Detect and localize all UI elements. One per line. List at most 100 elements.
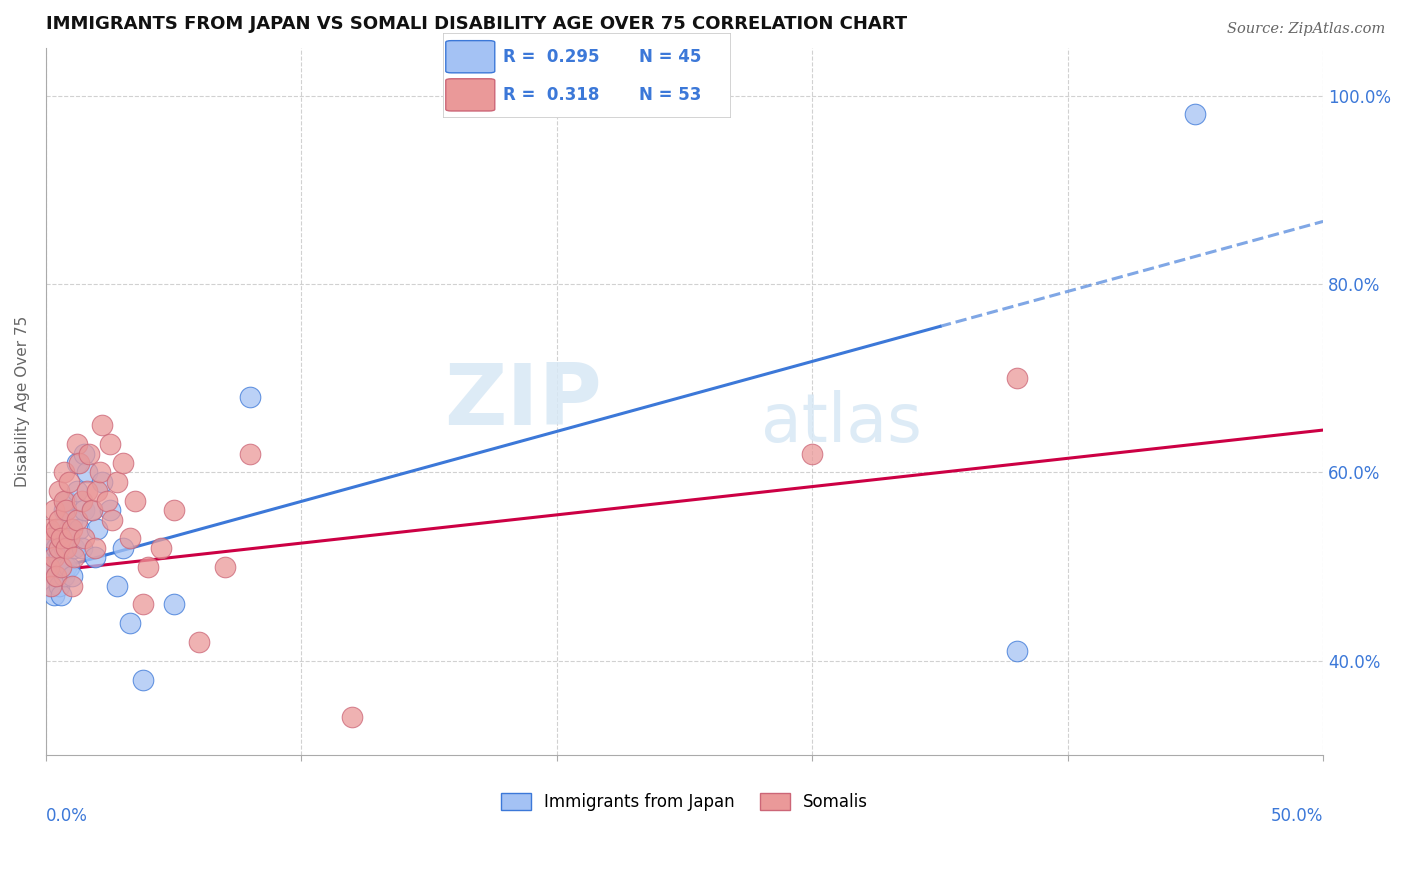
Point bbox=[39, 559, 62, 574]
Y-axis label: Disability Age Over 75: Disability Age Over 75 bbox=[15, 316, 30, 487]
Point bbox=[163, 503, 186, 517]
Point bbox=[52, 569, 75, 583]
Text: IMMIGRANTS FROM JAPAN VS SOMALI DISABILITY AGE OVER 75 CORRELATION CHART: IMMIGRANTS FROM JAPAN VS SOMALI DISABILI… bbox=[46, 15, 907, 33]
Point bbox=[80, 503, 103, 517]
Point bbox=[58, 522, 80, 536]
Point bbox=[89, 466, 111, 480]
Point bbox=[51, 588, 73, 602]
Point bbox=[83, 541, 105, 555]
Point bbox=[80, 503, 103, 517]
Point bbox=[42, 588, 65, 602]
Point bbox=[111, 456, 134, 470]
Point bbox=[42, 550, 65, 565]
Point bbox=[136, 559, 159, 574]
Point bbox=[342, 710, 364, 724]
Point bbox=[39, 541, 62, 555]
FancyBboxPatch shape bbox=[446, 41, 495, 73]
Point bbox=[38, 522, 60, 536]
Point bbox=[239, 447, 262, 461]
Text: Source: ZipAtlas.com: Source: ZipAtlas.com bbox=[1226, 22, 1385, 37]
Text: R =  0.295: R = 0.295 bbox=[503, 48, 600, 66]
Point bbox=[124, 493, 146, 508]
Point bbox=[76, 484, 98, 499]
Point bbox=[52, 503, 75, 517]
Text: ZIP: ZIP bbox=[444, 360, 602, 443]
Point bbox=[91, 475, 114, 489]
Point bbox=[73, 532, 96, 546]
Point bbox=[96, 493, 118, 508]
Point bbox=[239, 390, 262, 404]
Point bbox=[60, 578, 83, 592]
Point bbox=[214, 559, 236, 574]
Point bbox=[55, 503, 77, 517]
Point bbox=[51, 532, 73, 546]
Point bbox=[39, 532, 62, 546]
Point bbox=[55, 541, 77, 555]
Legend: Immigrants from Japan, Somalis: Immigrants from Japan, Somalis bbox=[495, 786, 875, 817]
Point bbox=[65, 512, 87, 526]
Point bbox=[73, 503, 96, 517]
FancyBboxPatch shape bbox=[446, 78, 495, 111]
Point bbox=[58, 475, 80, 489]
Point bbox=[42, 559, 65, 574]
Point bbox=[443, 767, 465, 781]
Point bbox=[132, 673, 155, 687]
Point bbox=[70, 493, 93, 508]
Point bbox=[101, 512, 124, 526]
Text: N = 53: N = 53 bbox=[638, 86, 702, 103]
Point bbox=[63, 541, 86, 555]
Point bbox=[67, 456, 90, 470]
Point bbox=[107, 475, 129, 489]
Point bbox=[42, 532, 65, 546]
Point bbox=[52, 493, 75, 508]
Point bbox=[149, 541, 172, 555]
Point bbox=[86, 522, 108, 536]
Point bbox=[1005, 644, 1028, 658]
Point bbox=[120, 616, 142, 631]
Point bbox=[73, 447, 96, 461]
Point bbox=[1184, 107, 1206, 121]
Point bbox=[42, 503, 65, 517]
Point bbox=[55, 559, 77, 574]
Point bbox=[58, 559, 80, 574]
Point bbox=[48, 541, 70, 555]
Point bbox=[39, 578, 62, 592]
Point bbox=[58, 532, 80, 546]
Point bbox=[45, 522, 67, 536]
Point bbox=[163, 598, 186, 612]
Point bbox=[188, 635, 211, 649]
Point bbox=[48, 550, 70, 565]
Point bbox=[45, 569, 67, 583]
Point bbox=[55, 493, 77, 508]
Point bbox=[98, 437, 121, 451]
Point bbox=[48, 484, 70, 499]
Point bbox=[67, 522, 90, 536]
Point bbox=[51, 559, 73, 574]
Point bbox=[48, 522, 70, 536]
Point bbox=[60, 522, 83, 536]
Point bbox=[55, 532, 77, 546]
Point bbox=[45, 569, 67, 583]
Point bbox=[48, 512, 70, 526]
Point bbox=[52, 466, 75, 480]
Point bbox=[65, 437, 87, 451]
Point bbox=[801, 447, 824, 461]
Point bbox=[63, 550, 86, 565]
Point bbox=[107, 578, 129, 592]
Point bbox=[65, 484, 87, 499]
Point bbox=[70, 541, 93, 555]
Point bbox=[91, 418, 114, 433]
Point bbox=[51, 559, 73, 574]
Point bbox=[60, 569, 83, 583]
Point bbox=[111, 541, 134, 555]
Text: N = 45: N = 45 bbox=[638, 48, 702, 66]
Point bbox=[120, 532, 142, 546]
Point bbox=[60, 512, 83, 526]
Point bbox=[76, 466, 98, 480]
Point bbox=[83, 550, 105, 565]
Point bbox=[51, 532, 73, 546]
Text: atlas: atlas bbox=[761, 390, 922, 456]
Point bbox=[38, 559, 60, 574]
FancyBboxPatch shape bbox=[443, 33, 731, 118]
Point bbox=[98, 503, 121, 517]
